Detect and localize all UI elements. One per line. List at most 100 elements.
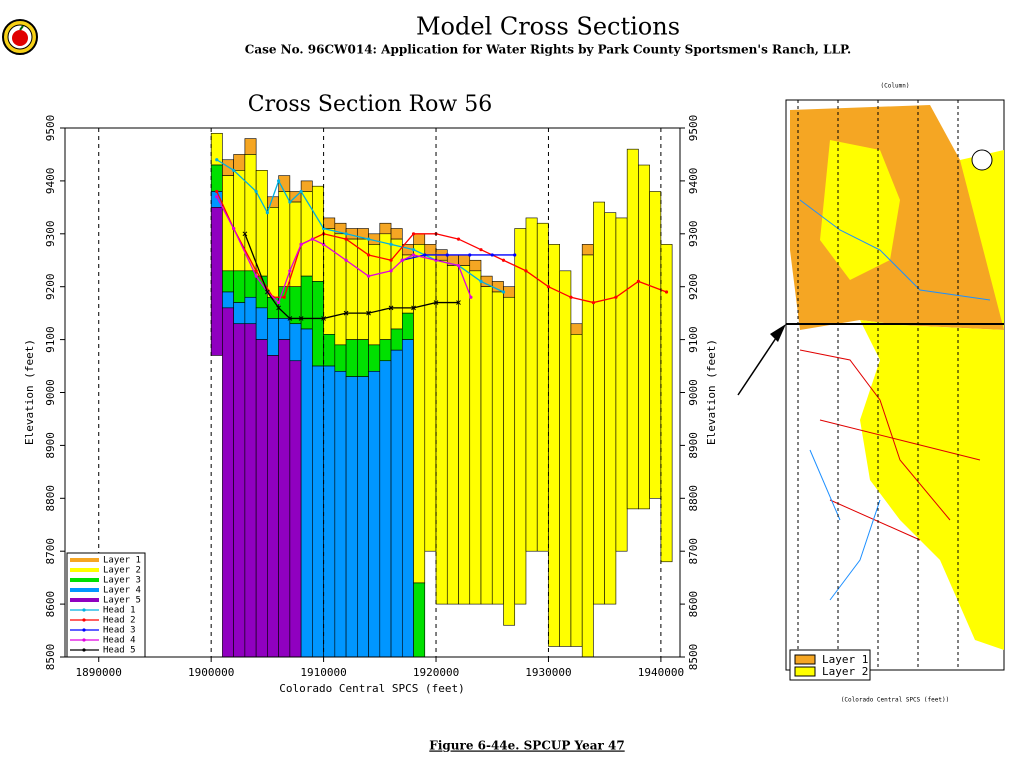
legend-marker: [82, 638, 86, 642]
head-marker: [411, 253, 416, 257]
x-tick-label: 1930000: [525, 666, 571, 679]
layer-cell: [222, 291, 234, 309]
head-marker: [344, 237, 348, 241]
layer-cell: [638, 164, 650, 510]
layer-cell: [323, 217, 336, 229]
layer-cell: [312, 365, 324, 658]
x-tick-label: 1920000: [413, 666, 459, 679]
layer-cell: [368, 371, 381, 658]
y2-axis-label: Elevation (feet): [705, 339, 718, 445]
y-tick-label: 9100: [44, 326, 57, 353]
layer-cell: [424, 244, 437, 256]
layer-cell: [334, 233, 347, 346]
head-marker: [277, 300, 281, 305]
layer-cell: [300, 275, 313, 330]
layer-cell: [233, 170, 246, 272]
layer-cell: [233, 323, 246, 658]
layer-cell: [323, 365, 336, 658]
layer-cell: [210, 164, 223, 192]
legend-label: Layer 4: [103, 586, 141, 596]
x-tick-label: 1940000: [638, 666, 684, 679]
legend-label: Layer 5: [103, 596, 141, 606]
head-marker: [343, 310, 349, 316]
head-marker: [265, 289, 270, 295]
head-marker: [468, 253, 472, 257]
head-marker: [321, 226, 326, 231]
logo: [2, 19, 38, 55]
y-tick-label: 8500: [44, 644, 57, 671]
head-marker: [664, 290, 669, 294]
y-tick-label: 9400: [44, 168, 57, 195]
layer-cell: [289, 323, 302, 362]
layer-cell: [413, 244, 426, 584]
layer-cell: [255, 170, 268, 277]
layer-cell: [593, 201, 605, 605]
layer-cell: [626, 148, 639, 510]
head-marker: [479, 248, 483, 252]
layer-cell: [390, 228, 403, 240]
layer-cell: [255, 339, 268, 658]
head-marker: [232, 168, 236, 172]
layer-cell: [267, 355, 279, 658]
legend-marker: [82, 608, 86, 612]
head-marker: [456, 300, 461, 305]
head-marker: [254, 269, 258, 273]
layer-cell: [379, 360, 392, 658]
head-marker: [469, 295, 473, 299]
head-marker: [456, 237, 461, 241]
layer-cell: [458, 254, 471, 266]
y-tick-label: 9500: [44, 115, 57, 142]
legend-label: Layer 2: [103, 566, 141, 576]
head-marker: [344, 232, 348, 236]
y-tick-label: 8900: [44, 432, 57, 459]
layer-cell: [514, 228, 527, 605]
head-line: [244, 233, 459, 320]
head-marker: [400, 258, 404, 262]
y2-tick-label: 8900: [687, 432, 700, 459]
layer-cell: [300, 180, 313, 192]
layer-cell: [480, 286, 493, 605]
legend-label: Layer 3: [103, 576, 141, 586]
y-tick-label: 9300: [44, 221, 57, 248]
head-marker: [479, 279, 483, 284]
layer-cell: [424, 254, 437, 552]
head-marker: [636, 279, 641, 284]
head-marker: [366, 310, 371, 316]
map-legend-swatch: [794, 654, 816, 665]
plot: [210, 132, 673, 658]
layer-cell: [334, 371, 347, 658]
layer-cell: [548, 244, 560, 647]
layer-cell: [570, 334, 583, 647]
head-marker: [215, 189, 219, 194]
layer-cell: [401, 312, 414, 340]
head-marker: [366, 274, 371, 278]
y2-tick-label: 8600: [687, 591, 700, 618]
layer-cell: [649, 191, 662, 499]
head-marker: [288, 200, 292, 204]
layer-cell: [413, 582, 426, 658]
layer-cell: [278, 339, 291, 658]
head-marker: [310, 237, 314, 241]
layer-cell: [368, 344, 381, 372]
legend-label: Head 3: [103, 626, 136, 636]
y2-tick-label: 9200: [687, 273, 700, 300]
x-tick-label: 1910000: [300, 666, 346, 679]
layer-cell: [390, 238, 403, 330]
head-marker: [456, 263, 461, 268]
layer-cell: [491, 281, 504, 293]
head-marker: [321, 316, 326, 321]
map-x-label: (Colorado Central SPCS (feet)): [841, 697, 949, 704]
y2-tick-label: 9300: [687, 221, 700, 248]
head-marker: [389, 269, 393, 273]
legend-label: Head 5: [103, 646, 136, 656]
layer-cell: [604, 212, 617, 605]
head-marker: [513, 253, 517, 257]
head-marker: [287, 316, 293, 321]
layer-cell: [469, 270, 482, 605]
layer-cell: [357, 376, 369, 658]
head-marker: [591, 300, 596, 305]
head-marker: [215, 158, 219, 162]
head-marker: [366, 253, 371, 257]
map-legend-label: Layer 1: [822, 653, 868, 666]
